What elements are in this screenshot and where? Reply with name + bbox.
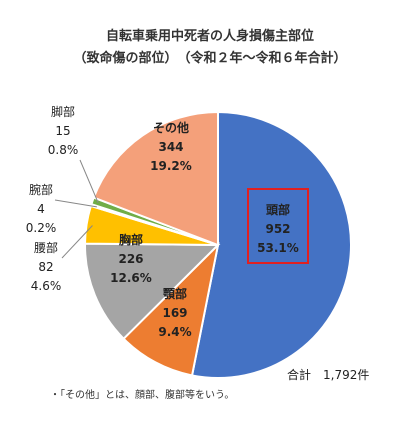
label-name-2: 胸部	[119, 232, 143, 247]
label-name-3: 腰部	[34, 240, 58, 255]
label-pct-4: 0.2%	[26, 221, 57, 235]
leader-line-4	[54, 199, 97, 208]
slice-6	[92, 110, 219, 247]
label-pct-3: 4.6%	[31, 279, 62, 293]
slice-2	[84, 242, 221, 341]
label-pct-2: 12.6%	[110, 271, 152, 285]
label-name-5: 脚部	[51, 104, 75, 119]
footnote: ・「その他」とは、顔部、腹部等をいう。	[50, 390, 235, 401]
label-value-5: 15	[55, 124, 70, 138]
label-value-6: 344	[158, 140, 183, 154]
chart-title: 自転車乗用中死者の人身損傷主部位	[106, 28, 314, 44]
label-pct-1: 9.4%	[158, 325, 191, 339]
slice-0	[190, 110, 352, 379]
leader-line-3	[61, 225, 93, 259]
label-value-3: 82	[38, 260, 53, 274]
chart-subtitle: （致命傷の部位） （令和２年～令和６年合計）	[73, 50, 346, 66]
label-pct-5: 0.8%	[48, 143, 79, 157]
label-value-0: 952	[265, 222, 290, 236]
leader-line-5	[79, 159, 99, 204]
label-pct-0: 53.1%	[257, 241, 299, 255]
label-name-4: 腕部	[29, 182, 53, 197]
total-label: 合計 1,792件	[287, 367, 369, 382]
label-value-1: 169	[162, 306, 187, 320]
label-pct-6: 19.2%	[150, 159, 192, 173]
label-name-6: その他	[153, 120, 189, 135]
slice-1	[122, 241, 220, 377]
label-value-2: 226	[118, 252, 143, 266]
label-value-4: 4	[37, 202, 45, 216]
label-name-1: 顎部	[163, 286, 187, 301]
label-name-0: 頭部	[266, 202, 290, 217]
highlight-box	[247, 188, 309, 264]
